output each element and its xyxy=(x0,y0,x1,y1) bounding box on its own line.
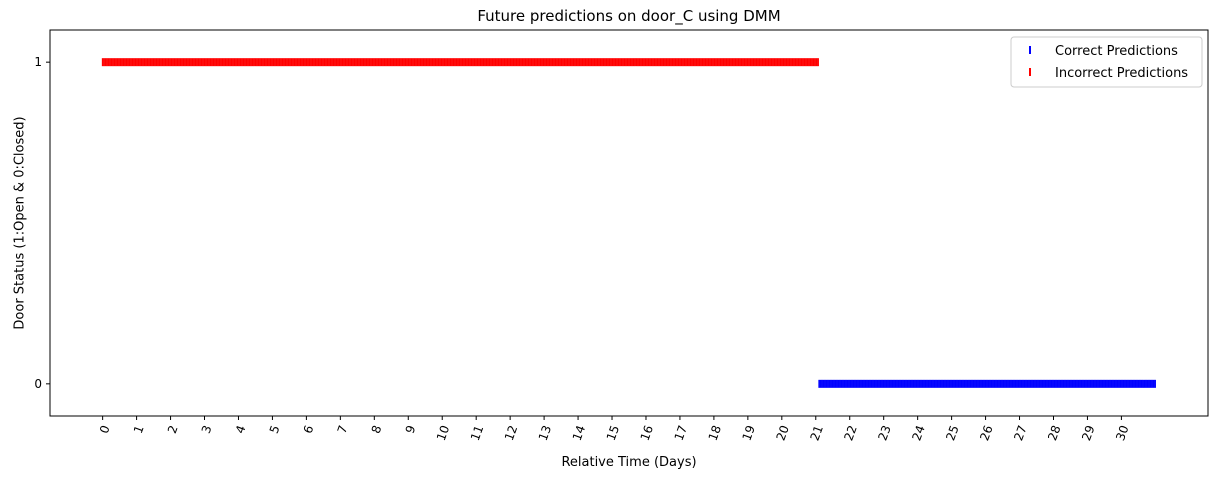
x-tick-label: 6 xyxy=(301,423,317,435)
x-tick-label: 30 xyxy=(1113,423,1131,442)
y-tick-label: 0 xyxy=(34,377,42,391)
x-tick-label: 17 xyxy=(672,423,690,442)
legend: Correct Predictions Incorrect Prediction… xyxy=(1010,36,1203,88)
y-axis-label: Door Status (1:Open & 0:Closed) xyxy=(13,116,28,329)
x-tick-label: 22 xyxy=(841,423,859,442)
x-tick-label: 21 xyxy=(808,423,826,442)
y-tick-label: 1 xyxy=(34,55,42,69)
chart-title: Future predictions on door_C using DMM xyxy=(477,7,780,26)
x-tick-label: 5 xyxy=(267,423,283,435)
x-tick-label: 18 xyxy=(706,423,724,442)
x-tick-label: 20 xyxy=(774,423,792,442)
legend-label-incorrect: Incorrect Predictions xyxy=(1055,66,1188,81)
x-tick-label: 15 xyxy=(604,423,622,442)
x-tick-label: 14 xyxy=(570,423,588,442)
x-tick-label: 10 xyxy=(434,423,452,442)
x-tick-label: 13 xyxy=(536,423,554,442)
x-axis-label: Relative Time (Days) xyxy=(561,455,696,470)
x-axis-ticks: 0 1 2 3 4 5 6 7 8 9 10 11 12 13 14 15 16 17 18 19 20 21 22 23 24… xyxy=(97,416,1132,443)
x-tick-label: 11 xyxy=(468,423,486,442)
x-tick-label: 28 xyxy=(1045,423,1063,442)
x-tick-label: 25 xyxy=(943,423,961,442)
legend-box xyxy=(1010,36,1203,88)
x-tick-label: 23 xyxy=(875,423,893,442)
x-tick-label: 19 xyxy=(740,423,758,442)
x-tick-label: 12 xyxy=(502,423,520,442)
data-marks xyxy=(101,58,1156,388)
x-tick-label: 27 xyxy=(1011,423,1029,442)
x-tick-label: 2 xyxy=(165,423,181,435)
x-tick-label: 8 xyxy=(369,423,385,435)
x-tick-label: 29 xyxy=(1079,423,1097,442)
x-tick-label: 0 xyxy=(97,423,113,435)
x-tick-label: 1 xyxy=(131,423,147,435)
plot-frame xyxy=(49,29,1209,417)
y-axis-ticks: 01 xyxy=(34,55,50,391)
series-incorrect xyxy=(101,58,819,67)
x-tick-label: 16 xyxy=(638,423,656,442)
x-tick-label: 7 xyxy=(335,423,351,435)
x-tick-label: 4 xyxy=(233,423,249,435)
x-tick-label: 9 xyxy=(403,423,419,435)
legend-label-correct: Correct Predictions xyxy=(1055,44,1178,59)
x-tick-label: 26 xyxy=(977,423,995,442)
series-correct xyxy=(818,379,1156,388)
x-tick-label: 3 xyxy=(199,423,215,435)
x-tick-label: 24 xyxy=(909,423,927,442)
